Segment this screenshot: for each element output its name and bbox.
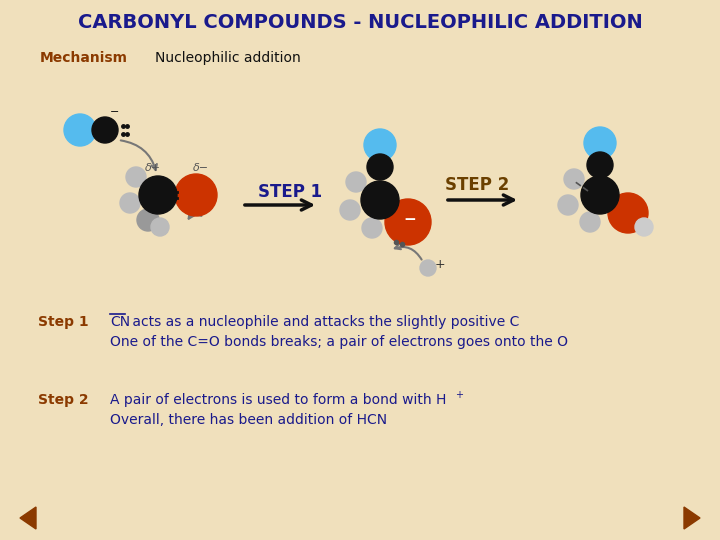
Circle shape <box>64 114 96 146</box>
Circle shape <box>340 200 360 220</box>
Text: −: − <box>110 107 120 117</box>
Circle shape <box>126 167 146 187</box>
Text: CARBONYL COMPOUNDS - NUCLEOPHILIC ADDITION: CARBONYL COMPOUNDS - NUCLEOPHILIC ADDITI… <box>78 12 642 31</box>
Circle shape <box>92 117 118 143</box>
Circle shape <box>364 129 396 161</box>
Circle shape <box>137 209 159 231</box>
Text: −: − <box>404 213 416 227</box>
Text: Overall, there has been addition of HCN: Overall, there has been addition of HCN <box>110 413 387 427</box>
Circle shape <box>139 176 177 214</box>
Text: STEP 1: STEP 1 <box>258 183 322 201</box>
Text: Mechanism: Mechanism <box>40 51 128 65</box>
Circle shape <box>558 195 578 215</box>
Circle shape <box>564 169 584 189</box>
Circle shape <box>385 199 431 245</box>
Text: Nucleophilic addition: Nucleophilic addition <box>155 51 301 65</box>
Text: A pair of electrons is used to form a bond with H: A pair of electrons is used to form a bo… <box>110 393 446 407</box>
Circle shape <box>581 176 619 214</box>
Circle shape <box>362 218 382 238</box>
Text: Step 2: Step 2 <box>38 393 89 407</box>
Circle shape <box>584 127 616 159</box>
Text: CN: CN <box>110 315 130 329</box>
Circle shape <box>367 154 393 180</box>
Text: +: + <box>435 258 445 271</box>
Circle shape <box>346 172 366 192</box>
Text: STEP 2: STEP 2 <box>445 176 509 194</box>
Circle shape <box>635 218 653 236</box>
Text: Step 1: Step 1 <box>38 315 89 329</box>
Text: δ−: δ− <box>193 163 209 173</box>
Polygon shape <box>20 507 36 529</box>
Circle shape <box>587 152 613 178</box>
Circle shape <box>120 193 140 213</box>
Polygon shape <box>684 507 700 529</box>
Circle shape <box>361 181 399 219</box>
Circle shape <box>420 260 436 276</box>
Text: acts as a nucleophile and attacks the slightly positive C: acts as a nucleophile and attacks the sl… <box>128 315 519 329</box>
Text: One of the C=O bonds breaks; a pair of electrons goes onto the O: One of the C=O bonds breaks; a pair of e… <box>110 335 568 349</box>
Circle shape <box>608 193 648 233</box>
Text: δ+: δ+ <box>145 163 161 173</box>
Circle shape <box>151 218 169 236</box>
Text: +: + <box>455 390 463 400</box>
Circle shape <box>175 174 217 216</box>
Circle shape <box>580 212 600 232</box>
